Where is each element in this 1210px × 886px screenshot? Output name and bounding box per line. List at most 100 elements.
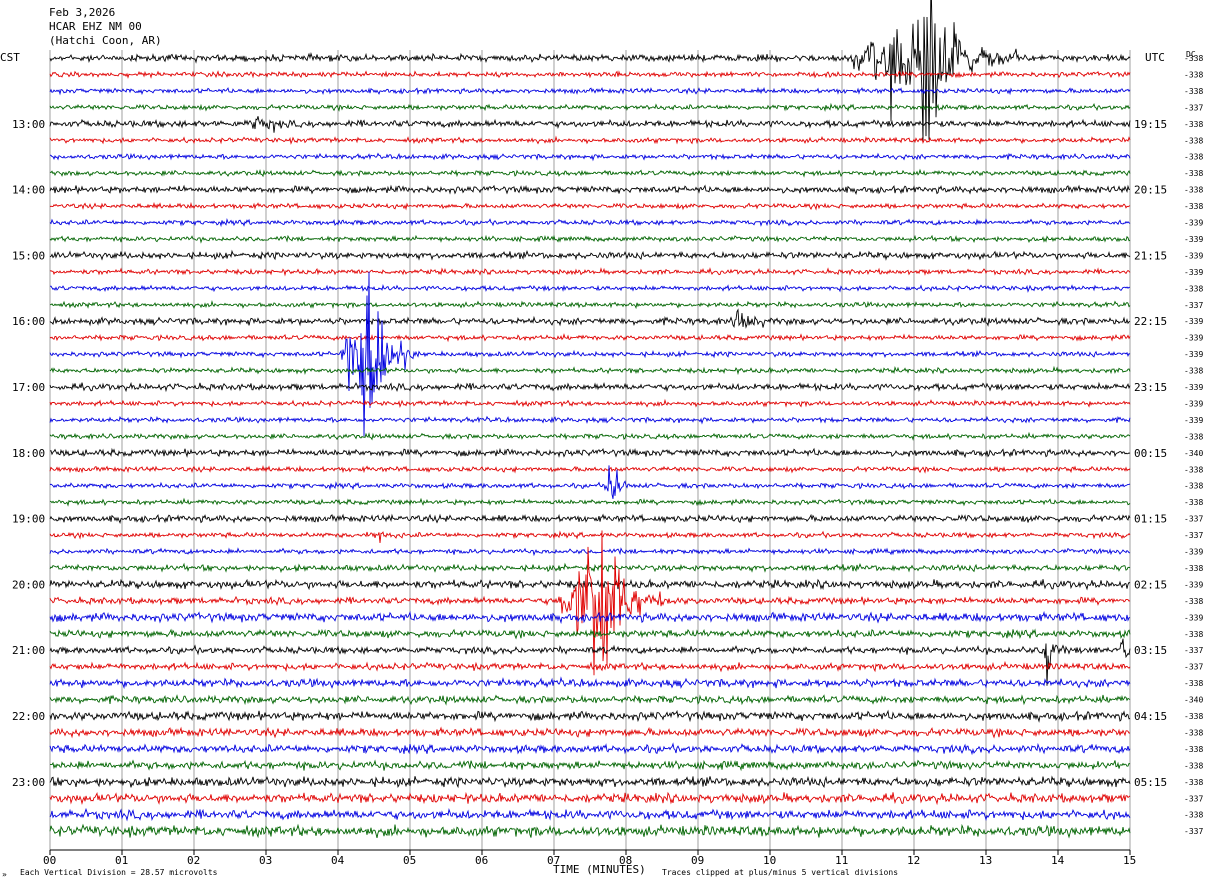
dc-offset-label: -339	[1184, 350, 1203, 359]
seismic-trace	[49, 465, 1131, 499]
dc-offset-label: -338	[1184, 679, 1203, 688]
dc-offset-label: -339	[1184, 548, 1203, 557]
dc-offset-label: -339	[1184, 383, 1203, 392]
seismic-trace	[49, 676, 1131, 690]
left-hour-label: 20:00	[12, 578, 45, 591]
dc-offset-label: -338	[1184, 778, 1203, 787]
left-hour-label: 21:00	[12, 644, 45, 657]
x-tick-label: 09	[691, 854, 704, 867]
footer-mark: »	[2, 870, 7, 879]
dc-offset-label: -338	[1184, 202, 1203, 211]
right-hour-label: 03:15	[1134, 644, 1167, 657]
left-hour-label: 18:00	[12, 447, 45, 460]
left-hour-label: 15:00	[12, 249, 45, 262]
seismic-trace	[49, 742, 1131, 756]
seismic-trace	[49, 660, 1131, 673]
seismic-trace	[49, 381, 1131, 393]
seismic-trace	[49, 168, 1131, 178]
seismic-trace	[49, 431, 1131, 441]
seismic-trace	[49, 116, 1131, 133]
dc-offset-label: -338	[1184, 186, 1203, 195]
header-date: Feb 3,2026	[49, 6, 115, 19]
seismic-trace	[49, 300, 1131, 310]
dc-offset-label: -338	[1184, 120, 1203, 129]
dc-offset-label: -338	[1184, 169, 1203, 178]
seismic-trace	[49, 807, 1131, 822]
dc-offset-label: -338	[1184, 136, 1203, 145]
traces	[49, 0, 1131, 839]
x-axis-ticks: 00 01 02 03 04 05 06 07 08 09 10 11 12 13 14 15	[43, 850, 1136, 867]
seismic-trace	[49, 398, 1131, 409]
seismic-trace	[49, 284, 1130, 293]
seismic-trace	[49, 562, 1131, 574]
dc-offset-label: -338	[1184, 87, 1203, 96]
left-hour-label: 16:00	[12, 315, 45, 328]
dc-offset-label: -338	[1184, 367, 1203, 376]
x-tick-label: 06	[475, 854, 488, 867]
dc-offset-label: -340	[1184, 449, 1203, 458]
dc-offset-label: -337	[1184, 301, 1203, 310]
dc-offset-label: -339	[1184, 416, 1203, 425]
right-hour-labels: 19:15 20:15 21:15 22:15 23:15 00:15 01:15 02:15…	[1134, 118, 1167, 789]
seismic-trace	[49, 415, 1131, 425]
dc-offset-label: -339	[1184, 317, 1203, 326]
seismic-trace	[49, 0, 1131, 141]
left-hour-label: 22:00	[12, 710, 45, 723]
seismic-trace	[49, 791, 1131, 806]
seismic-trace	[49, 308, 1131, 329]
seismic-trace	[49, 465, 1131, 474]
dc-offset-label: -338	[1184, 761, 1203, 770]
right-hour-label: 23:15	[1134, 381, 1167, 394]
right-hour-label: 21:15	[1134, 249, 1167, 262]
dc-label: DC	[1186, 50, 1196, 59]
x-tick-label: 07	[547, 854, 560, 867]
x-tick-label: 13	[979, 854, 992, 867]
header-location: (Hatchi Coon, AR)	[49, 34, 162, 47]
x-tick-label: 04	[331, 854, 345, 867]
seismic-trace	[49, 102, 1131, 113]
right-timezone-label: UTC	[1145, 51, 1165, 64]
seismic-trace	[49, 530, 1131, 676]
dc-offset-label: -339	[1184, 334, 1203, 343]
seismic-trace	[49, 497, 1131, 507]
dc-offset-label: -338	[1184, 284, 1203, 293]
x-axis-label: TIME (MINUTES)	[553, 863, 646, 876]
dc-offset-label: -338	[1184, 811, 1203, 820]
dc-offset-label: -338	[1184, 465, 1203, 474]
left-timezone-label: CST	[0, 51, 20, 64]
right-hour-label: 05:15	[1134, 776, 1167, 789]
seismic-trace	[49, 135, 1131, 145]
seismic-trace	[49, 530, 1131, 543]
right-hour-label: 01:15	[1134, 513, 1167, 526]
dc-offset-label: -338	[1184, 70, 1203, 79]
dc-offset-label: -338	[1184, 54, 1203, 63]
left-hour-labels: 13:00 14:00 15:00 16:00 17:00 18:00 19:00 20:00…	[12, 118, 45, 789]
x-tick-label: 12	[907, 854, 920, 867]
x-tick-label: 01	[115, 854, 128, 867]
dc-offset-label: -338	[1184, 482, 1203, 491]
x-tick-label: 15	[1123, 854, 1136, 867]
seismic-trace	[49, 726, 1130, 739]
right-hour-label: 22:15	[1134, 315, 1167, 328]
seismic-trace	[49, 267, 1131, 277]
seismic-trace	[50, 759, 1131, 772]
x-tick-label: 03	[259, 854, 272, 867]
x-tick-label: 11	[835, 854, 848, 867]
seismic-trace	[49, 70, 1131, 79]
right-hour-label: 04:15	[1134, 710, 1167, 723]
seismic-trace	[49, 513, 1131, 524]
seismic-trace	[49, 638, 1131, 686]
x-tick-label: 08	[619, 854, 632, 867]
dc-offset-label: -337	[1184, 794, 1203, 803]
dc-offset-label: -337	[1184, 103, 1203, 112]
seismic-trace	[49, 249, 1131, 261]
x-tick-label: 10	[763, 854, 776, 867]
seismic-trace	[49, 333, 1131, 343]
dc-offset-label: -337	[1184, 646, 1203, 655]
x-tick-label: 14	[1051, 854, 1065, 867]
seismic-trace	[49, 447, 1131, 459]
right-hour-label: 02:15	[1134, 578, 1167, 591]
seismic-trace	[49, 823, 1131, 839]
seismic-trace	[49, 775, 1131, 789]
